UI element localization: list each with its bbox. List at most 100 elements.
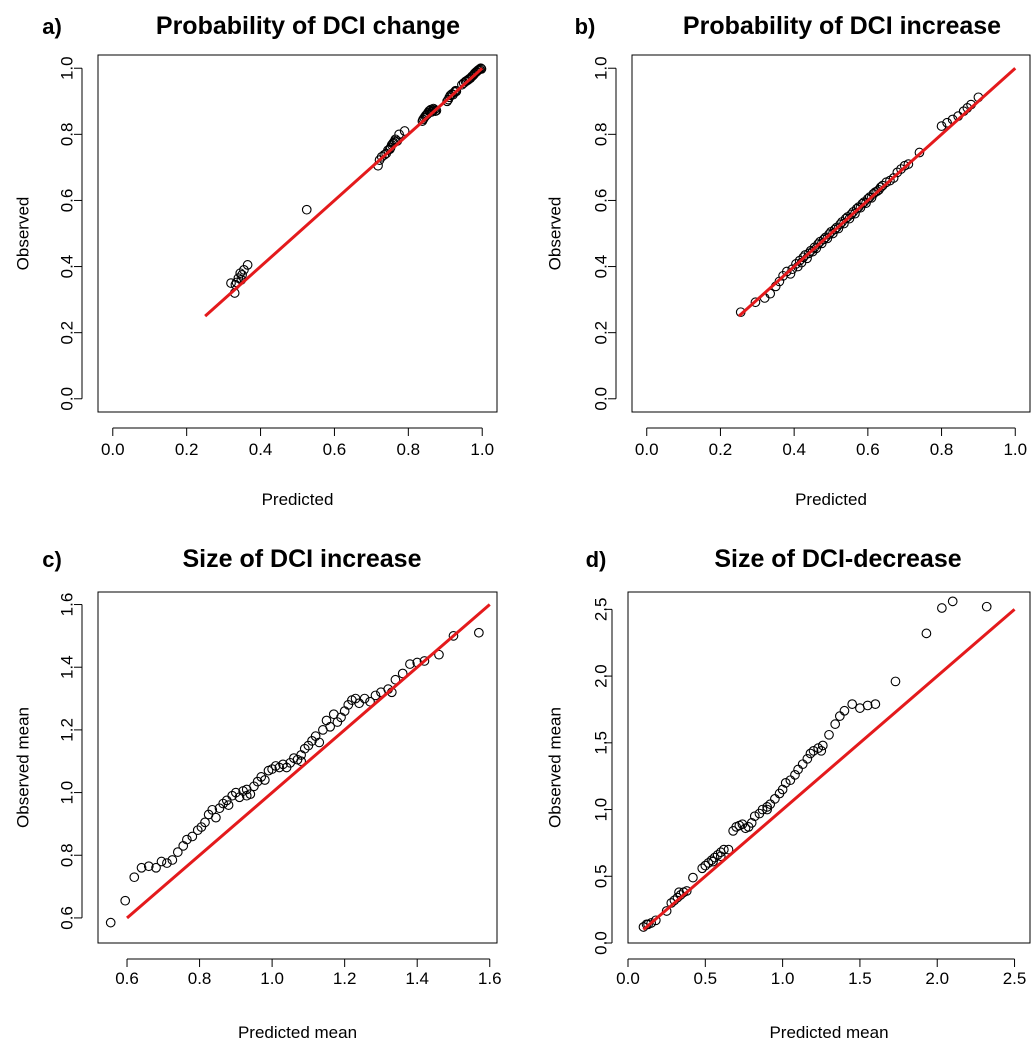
chart-title: Probability of DCI change	[156, 12, 460, 40]
data-point	[299, 743, 310, 754]
x-tick-label: 0.4	[782, 440, 806, 459]
x-tick-label: 0.0	[616, 969, 640, 988]
data-point	[448, 631, 459, 641]
data-point	[780, 777, 791, 788]
y-tick-label: 0.5	[591, 864, 610, 888]
data-point	[851, 203, 862, 214]
data-point	[218, 798, 228, 809]
panel-letter: c)	[42, 547, 62, 572]
data-point	[200, 817, 210, 828]
reference-line	[204, 67, 484, 318]
data-point	[321, 715, 332, 726]
data-point	[981, 601, 992, 612]
x-tick-label: 0.8	[930, 440, 954, 459]
plot-frame	[631, 54, 1031, 413]
data-point	[818, 234, 829, 245]
data-point	[770, 794, 780, 804]
x-tick-label: 0.6	[856, 440, 880, 459]
data-point	[839, 705, 850, 716]
data-point	[182, 834, 192, 845]
data-point	[325, 721, 335, 732]
data-point	[207, 804, 218, 815]
data-point	[301, 204, 312, 215]
data-point	[223, 800, 234, 810]
data-point	[274, 762, 285, 773]
data-point	[431, 105, 442, 116]
data-point	[390, 134, 401, 145]
y-tick-label: 1.6	[57, 593, 76, 617]
data-point	[816, 745, 827, 756]
data-point	[723, 844, 734, 855]
data-point	[805, 748, 816, 759]
x-tick-label: 0.2	[175, 440, 199, 459]
data-point	[267, 764, 277, 774]
x-axis-label: Predicted	[795, 490, 867, 509]
x-tick-label: 0.6	[323, 440, 347, 459]
data-point	[762, 802, 773, 812]
chart-title: Size of DCI increase	[183, 545, 422, 573]
panel-c: c) Size of DCI increase 0.6 0.8 1.0 1.2 1.4 1.6…	[13, 545, 501, 1042]
data-point	[172, 847, 183, 857]
data-point	[857, 198, 868, 209]
x-tick-label: 0.0	[635, 440, 659, 459]
data-point	[749, 811, 760, 822]
x-axis: 0.6 0.8 1.0 1.2 1.4 1.6 Predicted mean	[115, 958, 502, 1042]
data-point	[863, 193, 873, 204]
x-tick-label: 1.0	[771, 969, 795, 988]
data-point	[143, 861, 154, 872]
y-tick-label: 1.0	[57, 781, 76, 805]
plot-frame	[97, 54, 498, 413]
x-tick-label: 0.0	[101, 440, 125, 459]
data-point	[797, 759, 808, 770]
data-point	[903, 159, 914, 169]
y-tick-label: 0.8	[57, 123, 76, 147]
x-tick-label: 1.6	[478, 969, 502, 988]
data-point	[688, 872, 698, 883]
data-point	[187, 831, 198, 842]
data-point	[870, 699, 881, 709]
data-point	[937, 603, 947, 613]
data-point	[914, 147, 925, 158]
data-point	[808, 745, 819, 756]
y-tick-label: 0.8	[591, 123, 610, 147]
data-point	[167, 855, 178, 865]
data-point	[178, 840, 189, 851]
data-point	[846, 209, 857, 220]
data-point	[835, 219, 846, 230]
data-point	[674, 887, 684, 898]
panel-letter: a)	[42, 14, 62, 39]
data-point	[405, 659, 415, 669]
data-point	[226, 278, 236, 288]
x-axis: 0.0 0.5 1.0 1.5 2.0 2.5 Predicted mean	[616, 958, 1026, 1042]
data-point	[700, 860, 711, 871]
y-tick-label: 0.2	[57, 321, 76, 345]
data-point	[156, 856, 167, 867]
x-tick-label: 1.5	[848, 969, 872, 988]
data-point	[650, 915, 661, 926]
data-point	[192, 825, 203, 836]
y-axis: 0.0 0.5 1.0 1.5 2.0 2.5 Observed mean	[545, 598, 613, 955]
data-point	[474, 627, 484, 638]
data-point	[681, 886, 692, 896]
y-axis-label: Observed	[13, 197, 32, 271]
x-tick-label: 0.2	[709, 440, 733, 459]
data-point	[790, 769, 800, 780]
data-point	[936, 121, 947, 131]
data-point	[817, 740, 828, 751]
y-tick-label: 0.6	[57, 189, 76, 213]
plot-frame	[627, 591, 1031, 944]
data-point	[450, 85, 461, 96]
panel-letter: b)	[575, 14, 596, 39]
data-point	[762, 804, 773, 815]
x-tick-label: 0.8	[188, 969, 212, 988]
y-tick-label: 1.0	[57, 56, 76, 80]
data-points	[638, 596, 992, 932]
data-point	[862, 700, 873, 711]
data-points	[735, 92, 984, 318]
data-point	[242, 260, 253, 270]
data-point	[136, 862, 147, 873]
data-point	[921, 628, 932, 639]
data-point	[757, 804, 768, 815]
x-axis: 0.0 0.2 0.4 0.6 0.8 1.0 Predicted	[635, 427, 1027, 509]
